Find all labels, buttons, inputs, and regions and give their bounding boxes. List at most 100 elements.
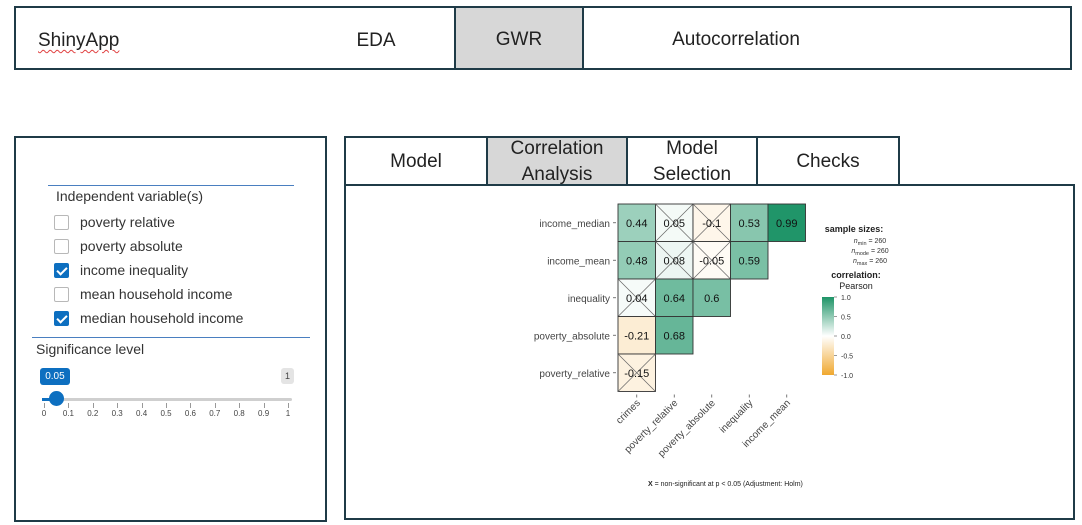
cell-value: 0.04 (626, 293, 647, 305)
slider-tick-label: 0.3 (111, 409, 123, 418)
slider-tick (44, 403, 45, 408)
slider-tick-label: 0.7 (209, 409, 221, 418)
slider-tick (141, 403, 143, 408)
independent-variables-label: Independent variable(s) (56, 188, 204, 204)
cell-value: 0.48 (626, 255, 647, 267)
slider-max-badge: 1 (281, 368, 295, 384)
cell-value: 0.08 (664, 255, 685, 267)
divider (48, 185, 294, 186)
legend-n-subscript: max (857, 261, 868, 267)
tab-model-selection[interactable]: Model Selection (626, 136, 758, 186)
legend-tick-label: 0.0 (841, 334, 851, 341)
slider-tick (190, 403, 192, 408)
cell-value: 0.53 (739, 218, 760, 230)
heatmap-cell (617, 241, 656, 280)
checkbox-poverty-absolute[interactable]: poverty absolute (54, 236, 183, 256)
row-label: poverty_relative (539, 369, 610, 380)
non-significant-mark (692, 241, 731, 280)
legend-n-symbol: n (854, 238, 858, 245)
non-significant-mark (692, 203, 731, 242)
legend-tick-label: -1.0 (841, 373, 853, 380)
slider-tick-label: 0.2 (87, 409, 99, 418)
nav-tab-autocorrelation[interactable]: Autocorrelation (672, 29, 800, 50)
slider-tick (263, 403, 265, 408)
chart-caption: X = non-significant at p < 0.05 (Adjustm… (648, 481, 803, 488)
checkbox-mean-household-income[interactable]: mean household income (54, 284, 233, 304)
cell-value: 0.05 (664, 218, 685, 230)
cell-value: 0.68 (664, 330, 685, 342)
caption-marker: X (648, 481, 653, 488)
slider-tick (92, 403, 94, 408)
heatmap-cell (692, 278, 731, 317)
nav-tab-gwr[interactable]: GWR (454, 8, 584, 68)
cell-value: -0.21 (624, 330, 649, 342)
checkbox-icon[interactable] (54, 286, 69, 302)
legend-sample-size: nmin = 260 (854, 238, 887, 247)
slider-tick-label: 1 (285, 409, 291, 418)
tab-correlation-analysis[interactable]: Correlation Analysis (486, 136, 628, 186)
slider-tick-label: 0.4 (136, 409, 148, 418)
column-label: crimes (614, 398, 643, 427)
cell-value: 0.6 (704, 293, 719, 305)
correlation-matrix-chart: income_median income_mean inequality povert… (534, 203, 889, 488)
tab-model[interactable]: Model (344, 136, 488, 186)
checkbox-label: poverty relative (80, 214, 175, 230)
slider-tick-label: 0.5 (160, 409, 172, 418)
heatmap-cell (655, 316, 694, 355)
checkbox-income-inequality[interactable]: income inequality (54, 260, 188, 280)
slider-tick (68, 403, 70, 408)
cell-value: 0.44 (626, 218, 647, 230)
heatmap-cell (730, 241, 769, 280)
cell-value: 0.64 (664, 293, 685, 305)
legend-sample-size: nmode = 260 (851, 248, 888, 257)
row-label: income_mean (547, 256, 610, 267)
slider-track[interactable] (42, 398, 292, 401)
cell-value: 0.99 (776, 218, 797, 230)
slider-handle[interactable] (49, 391, 65, 406)
nav-tab-eda[interactable]: EDA (356, 30, 396, 51)
checkbox-label: poverty absolute (80, 238, 183, 254)
checkbox-checked-icon[interactable] (54, 310, 69, 326)
legend-tick-label: 0.5 (841, 315, 851, 322)
slider-tick (166, 403, 167, 408)
legend-n-value: = 260 (869, 248, 889, 255)
slider-tick-label: 0.9 (258, 409, 270, 418)
cell-value: -0.15 (624, 368, 649, 380)
sidebar-panel: Independent variable(s) poverty relative… (14, 136, 327, 522)
legend-tick-label: 1.0 (841, 295, 851, 302)
checkbox-icon[interactable] (54, 214, 69, 230)
row-label: inequality (568, 294, 610, 305)
heatmap-cell (767, 203, 806, 242)
cell-value: -0.1 (702, 218, 721, 230)
non-significant-mark (655, 241, 694, 280)
slider-tick-label: 0 (41, 409, 47, 418)
heatmap-cell (617, 316, 656, 355)
legend-sample-title: sample sizes: (825, 224, 884, 234)
correlation-panel: income_median income_mean inequality povert… (344, 184, 1075, 520)
checkbox-label: median household income (80, 310, 244, 326)
slider-fill (42, 398, 57, 401)
checkbox-poverty-relative[interactable]: poverty relative (54, 212, 175, 232)
checkbox-checked-icon[interactable] (54, 262, 69, 278)
non-significant-mark (617, 353, 656, 392)
checkbox-label: income inequality (80, 262, 189, 278)
checkbox-median-household-income[interactable]: median household income (54, 308, 243, 328)
divider (32, 337, 310, 338)
slider-tick (288, 403, 289, 408)
legend-colorbar (822, 297, 834, 375)
significance-level-label: Significance level (36, 341, 145, 357)
legend-n-symbol: n (853, 258, 857, 265)
legend-n-value: = 260 (867, 238, 887, 245)
checkbox-icon[interactable] (54, 238, 69, 254)
row-label: poverty_absolute (534, 331, 611, 342)
slider-tick (214, 403, 216, 408)
cell-value: 0.59 (739, 255, 760, 267)
slider-value-badge: 0.05 (40, 368, 70, 385)
legend-n-subscript: mode (855, 251, 869, 257)
slider-tick-label: 0.6 (184, 409, 196, 418)
app-brand[interactable]: ShinyApp (38, 30, 120, 51)
legend-n-subscript: min (858, 241, 867, 247)
top-navbar: ShinyApp EDA GWR Autocorrelation (14, 6, 1072, 70)
tab-checks[interactable]: Checks (756, 136, 900, 186)
slider-tick-label: 0.1 (62, 409, 74, 418)
